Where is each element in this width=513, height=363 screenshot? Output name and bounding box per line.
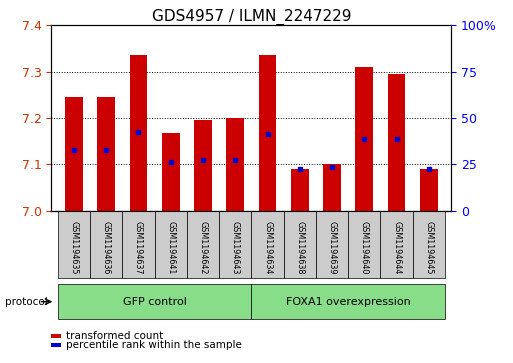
- Text: GSM1194635: GSM1194635: [69, 221, 78, 274]
- Bar: [420, 169, 438, 211]
- Bar: [388, 74, 405, 211]
- Bar: [130, 56, 147, 211]
- Text: transformed count: transformed count: [66, 331, 163, 340]
- Title: GDS4957 / ILMN_2247229: GDS4957 / ILMN_2247229: [152, 9, 351, 25]
- Text: GSM1194643: GSM1194643: [231, 221, 240, 274]
- Bar: [259, 56, 277, 211]
- Text: GSM1194639: GSM1194639: [327, 221, 337, 274]
- Text: GSM1194645: GSM1194645: [424, 221, 433, 274]
- Bar: [356, 67, 373, 211]
- Text: protocol: protocol: [5, 297, 48, 307]
- Bar: [97, 97, 115, 211]
- Text: GSM1194634: GSM1194634: [263, 221, 272, 274]
- Bar: [65, 97, 83, 211]
- Bar: [323, 164, 341, 211]
- Text: percentile rank within the sample: percentile rank within the sample: [66, 340, 242, 350]
- Text: GSM1194641: GSM1194641: [166, 221, 175, 274]
- Bar: [291, 169, 309, 211]
- Text: GFP control: GFP control: [123, 297, 187, 307]
- Text: GSM1194636: GSM1194636: [102, 221, 111, 274]
- Text: GSM1194637: GSM1194637: [134, 221, 143, 274]
- Bar: [194, 120, 212, 211]
- Text: GSM1194638: GSM1194638: [295, 221, 304, 274]
- Bar: [226, 118, 244, 211]
- Text: FOXA1 overexpression: FOXA1 overexpression: [286, 297, 410, 307]
- Bar: [162, 133, 180, 211]
- Text: GSM1194642: GSM1194642: [199, 221, 207, 274]
- Text: GSM1194644: GSM1194644: [392, 221, 401, 274]
- Text: GSM1194640: GSM1194640: [360, 221, 369, 274]
